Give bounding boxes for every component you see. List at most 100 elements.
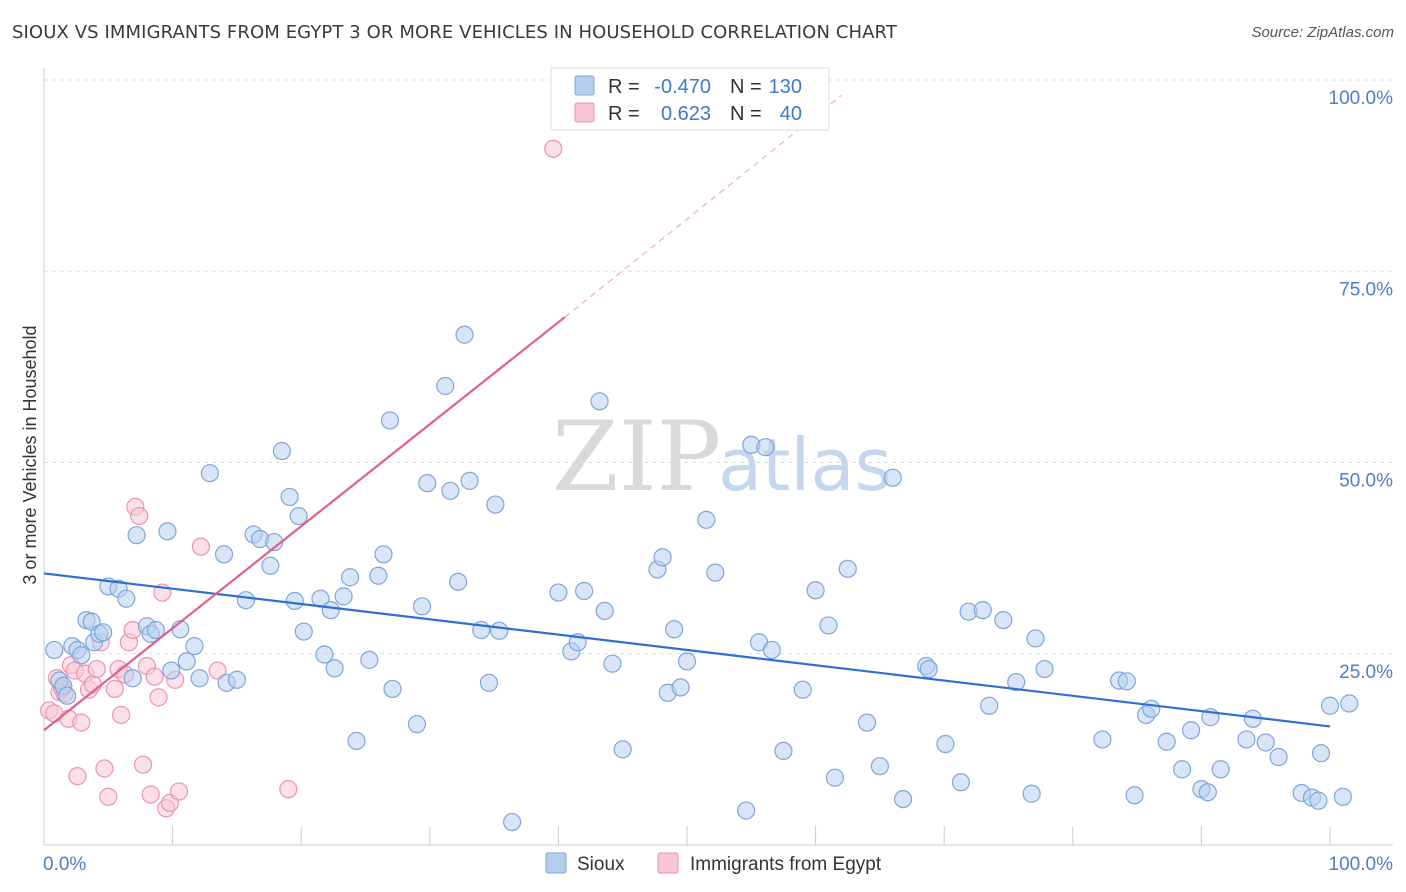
sioux-point-52 [407,715,427,734]
egypt-point-39 [544,139,563,158]
sioux-point-0 [45,640,64,660]
sioux-point-6 [72,646,91,665]
sioux-point-38 [289,506,308,526]
sioux-point-59 [460,471,479,490]
y-tick-labels: 100.0% 75.0% 50.0% 25.0% [1329,88,1394,683]
sioux-point-65 [549,583,568,602]
sioux-point-15 [123,669,142,688]
y-tick-label-3: 25.0% [1339,662,1393,683]
sioux-point-42 [321,601,340,620]
sioux-point-51 [383,679,402,699]
sioux-point-107 [1035,659,1054,679]
legend-label-egypt: Immigrants from Egypt [690,854,882,875]
egypt-point-26 [133,755,153,774]
sioux-point-104 [1007,672,1026,692]
sioux-point-130 [1340,694,1359,713]
legend-r-label-egypt: R = [608,103,640,125]
sioux-point-24 [185,636,204,656]
sioux-point-33 [261,556,280,575]
y-tick-label-0: 100.0% [1329,88,1394,109]
legend-box [550,67,830,131]
sioux-point-116 [1182,721,1201,740]
sioux-point-62 [486,495,505,514]
sioux-point-115 [1173,760,1192,779]
legend-swatch-sioux-bottom [545,852,567,874]
sioux-point-76 [665,620,684,639]
sioux-point-69 [590,392,609,411]
x-tick-label-max: 100.0% [1329,854,1394,875]
legend-n-value-egypt: 40 [780,103,802,125]
sioux-point-103 [994,610,1013,630]
egypt-point-10 [72,713,91,732]
sioux-point-131 [1333,787,1352,806]
sioux-point-114 [1157,732,1176,751]
series-sioux-points [45,325,1359,832]
watermark-zip: ZIP [552,401,721,513]
legend-r-value-egypt: 0.623 [661,103,711,125]
sioux-point-74 [653,548,672,567]
sioux-point-41 [315,645,334,664]
egypt-point-18 [105,679,124,699]
egypt-point-36 [191,537,210,556]
sioux-point-124 [1269,747,1288,767]
egypt-point-38 [279,780,298,799]
sioux-point-36 [280,487,299,507]
sioux-point-105 [1022,784,1041,803]
sioux-point-95 [893,789,913,809]
legend-n-label-egypt: N = [730,103,762,125]
sioux-point-98 [936,734,955,754]
sioux-point-127 [1309,791,1328,810]
sioux-point-93 [870,757,890,776]
egypt-point-25 [130,506,149,526]
sioux-point-120 [1211,760,1230,779]
legend-r-value-sioux: -0.470 [654,76,711,98]
sioux-point-35 [272,441,292,461]
y-axis-label: 3 or more Vehicles in Household [20,325,40,584]
sioux-point-58 [455,325,474,344]
sioux-point-80 [706,563,725,582]
sioux-point-128 [1311,744,1331,763]
sioux-point-91 [838,559,857,578]
sioux-point-123 [1256,733,1275,752]
sioux-point-77 [671,678,690,697]
egypt-point-20 [112,705,131,725]
sioux-point-56 [436,376,455,396]
sioux-point-101 [973,601,992,620]
sioux-point-45 [340,568,360,587]
sioux-point-55 [441,481,460,500]
y-tick-label-2: 50.0% [1339,471,1393,492]
sioux-point-49 [374,545,393,564]
sioux-point-79 [697,510,716,529]
sioux-point-86 [774,741,793,761]
sioux-point-54 [418,474,437,493]
trend-lines [43,94,1331,732]
sioux-point-61 [479,673,499,692]
series-egypt-points [40,139,563,818]
sioux-point-87 [793,680,812,699]
sioux-point-64 [503,812,522,832]
egypt-trend-extension [564,94,842,318]
sioux-point-113 [1142,699,1161,718]
egypt-trend-line [43,316,566,732]
egypt-point-37 [208,661,227,680]
sioux-point-68 [575,581,594,601]
sioux-point-29 [214,545,234,564]
legend-label-sioux: Sioux [577,854,625,875]
sioux-point-129 [1320,696,1340,715]
sioux-point-118 [1198,783,1217,802]
egypt-point-28 [141,785,160,804]
sioux-point-111 [1125,786,1144,805]
sioux-trend-line [43,572,1331,728]
chart-title: SIOUX VS IMMIGRANTS FROM EGYPT 3 OR MORE… [12,22,897,43]
sioux-point-23 [177,652,196,671]
watermark-atlas: atlas [718,423,892,507]
sioux-point-106 [1026,629,1045,648]
sioux-point-90 [825,768,844,787]
sioux-point-21 [162,661,181,680]
egypt-point-9 [68,767,87,786]
sioux-point-110 [1117,672,1136,691]
sioux-point-89 [819,616,838,635]
sioux-point-53 [412,597,432,616]
sioux-point-81 [737,801,756,820]
